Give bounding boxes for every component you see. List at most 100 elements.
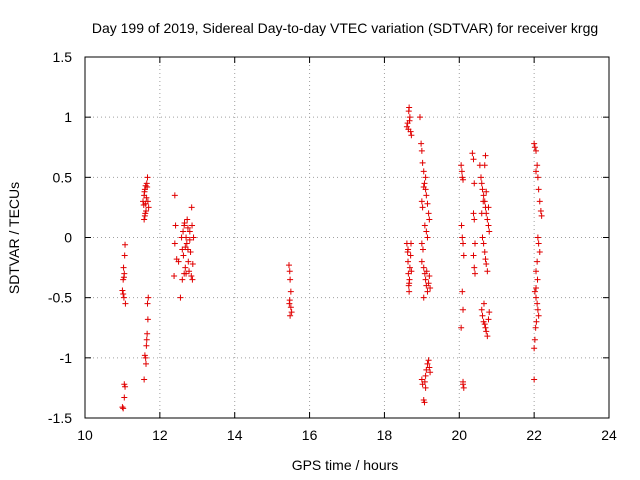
data-point <box>287 312 294 319</box>
data-point <box>285 262 292 269</box>
data-point <box>187 248 194 255</box>
data-point <box>478 306 485 313</box>
data-point <box>420 294 427 301</box>
data-point <box>478 210 485 217</box>
data-point <box>481 248 488 255</box>
data-point <box>531 140 538 147</box>
data-point <box>477 174 484 181</box>
data-point <box>484 216 491 223</box>
y-tick-label: 0.5 <box>53 169 73 185</box>
x-tick-label: 10 <box>77 427 93 443</box>
data-point <box>470 252 477 259</box>
data-point <box>144 183 151 190</box>
data-point <box>184 216 191 223</box>
data-point <box>531 345 538 352</box>
data-point <box>405 246 412 253</box>
data-point <box>427 369 434 376</box>
data-point <box>183 270 190 277</box>
data-points <box>119 104 545 412</box>
data-point <box>536 198 543 205</box>
y-tick-label: -1 <box>60 350 73 366</box>
data-point <box>425 357 432 364</box>
data-point <box>484 268 491 275</box>
data-point <box>120 291 127 298</box>
axis-ticks: 10 12 14 16 18 20 22 24 -1.5 -1 -0.5 0 0.5 1 1.5 <box>48 49 617 443</box>
data-point <box>180 228 187 235</box>
y-tick-label: 0 <box>64 230 72 246</box>
data-point <box>533 285 540 292</box>
x-tick-label: 14 <box>227 427 243 443</box>
data-point <box>470 156 477 163</box>
data-point <box>534 234 541 241</box>
data-point <box>423 268 430 275</box>
grid <box>85 57 609 418</box>
data-point <box>406 117 413 124</box>
data-point <box>480 300 487 307</box>
data-point <box>532 324 539 331</box>
x-tick-label: 22 <box>526 427 542 443</box>
data-point <box>458 168 465 175</box>
data-point <box>485 316 492 323</box>
data-point <box>460 381 467 388</box>
data-point <box>287 304 294 311</box>
data-point <box>479 234 486 241</box>
data-point <box>189 222 196 229</box>
data-point <box>405 126 412 133</box>
data-point <box>460 306 467 313</box>
data-point <box>533 318 540 325</box>
data-point <box>406 288 413 295</box>
data-point <box>190 234 197 241</box>
data-point <box>422 174 429 181</box>
data-point <box>420 183 427 190</box>
data-point <box>533 147 540 154</box>
data-point <box>183 240 190 247</box>
data-point <box>419 246 426 253</box>
x-tick-label: 24 <box>601 427 617 443</box>
data-point <box>533 168 540 175</box>
data-point <box>469 150 476 157</box>
data-point <box>142 182 149 189</box>
data-point <box>120 405 127 412</box>
data-point <box>122 300 129 307</box>
data-point <box>181 222 188 229</box>
data-point <box>458 162 465 169</box>
data-point <box>407 252 414 259</box>
data-point <box>533 268 540 275</box>
data-point <box>143 194 150 201</box>
data-point <box>185 258 192 265</box>
data-point <box>287 288 294 295</box>
data-point <box>420 264 427 271</box>
data-point <box>422 276 429 283</box>
data-point <box>424 234 431 241</box>
data-point <box>121 270 128 277</box>
data-point <box>121 252 128 259</box>
data-point <box>406 104 413 111</box>
plot-frame <box>84 56 610 419</box>
data-point <box>182 264 189 271</box>
data-point <box>471 264 478 271</box>
data-point <box>536 248 543 255</box>
data-point <box>171 240 178 247</box>
data-point <box>144 330 151 337</box>
data-point <box>460 240 467 247</box>
data-point <box>120 294 127 301</box>
data-point <box>470 210 477 217</box>
data-point <box>458 324 465 331</box>
data-point <box>180 252 187 259</box>
data-point <box>421 180 428 187</box>
data-point <box>422 384 429 391</box>
data-point <box>188 273 195 280</box>
data-point <box>143 342 150 349</box>
data-point <box>142 354 149 361</box>
data-point <box>408 268 415 275</box>
y-tick-label: -1.5 <box>48 410 72 426</box>
data-point <box>534 300 541 307</box>
data-point <box>122 383 129 390</box>
data-point <box>534 258 541 265</box>
data-point <box>531 288 538 295</box>
data-point <box>483 328 490 335</box>
data-point <box>472 270 479 277</box>
data-point <box>141 376 148 383</box>
data-point <box>144 174 151 181</box>
data-point <box>179 276 186 283</box>
